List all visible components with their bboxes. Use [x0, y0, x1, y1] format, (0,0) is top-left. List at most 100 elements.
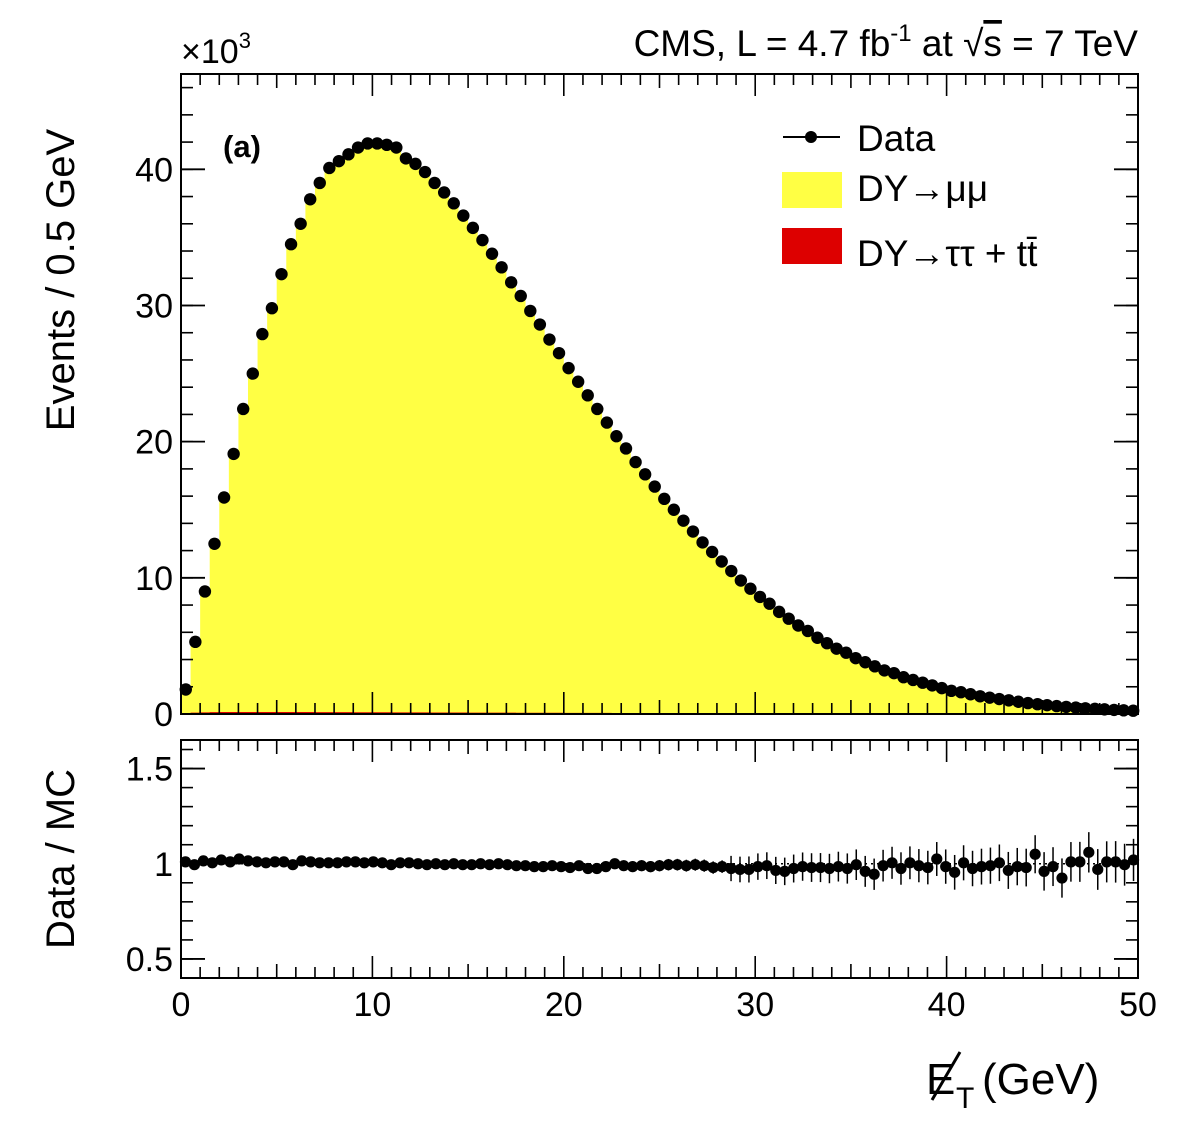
data-point [380, 138, 393, 152]
data-point [514, 289, 527, 303]
ratio-point [904, 857, 916, 869]
data-point [485, 247, 499, 260]
panel-tag: (a) [223, 129, 261, 164]
ratio-point [331, 857, 344, 869]
data-point [1088, 702, 1102, 716]
data-point [361, 137, 374, 150]
ratio-point [510, 860, 522, 872]
data-point [667, 503, 681, 516]
data-point [1012, 695, 1025, 708]
legend: Data DY→μμ DY→ττ + tt̄ [782, 118, 1038, 274]
ratio-point [582, 862, 594, 875]
data-point [619, 442, 633, 455]
data-point [294, 217, 307, 230]
data-point [772, 605, 786, 619]
data-point [954, 686, 968, 699]
x-tick-label: 20 [545, 986, 583, 1024]
ratio-ticks: 0.5 1 1.5 0 10 20 30 40 50 [126, 740, 1157, 1024]
data-point [275, 267, 288, 281]
ratio-point [367, 856, 379, 868]
ratio-point [752, 861, 764, 873]
ratio-point [1047, 861, 1059, 873]
data-point [801, 624, 815, 638]
ratio-point [260, 857, 272, 869]
ratio-point [895, 862, 907, 875]
x-tick-label: 50 [1119, 986, 1157, 1024]
x-axis-subscript: T [956, 1082, 974, 1115]
data-point [887, 666, 901, 680]
ratio-point [707, 861, 719, 874]
data-point [916, 676, 929, 689]
data-point [1050, 699, 1063, 713]
ratio-point [349, 856, 362, 868]
ratio-point [278, 856, 290, 868]
main-ticks: 0 10 20 30 40 [135, 74, 1139, 734]
ratio-point [466, 859, 478, 871]
ratio-point [725, 862, 737, 875]
data-point [323, 161, 336, 175]
data-point [1079, 702, 1092, 715]
y-tick-label: 20 [135, 424, 173, 462]
ratio-point [957, 857, 970, 869]
data-point [437, 186, 451, 199]
ratio-point [528, 861, 540, 873]
ratio-point [984, 860, 997, 872]
y-tick-label: 0.5 [126, 941, 173, 979]
data-point [552, 346, 566, 360]
data-point [504, 276, 518, 289]
data-point [973, 690, 987, 703]
data-point [638, 468, 652, 481]
data-point [237, 402, 250, 416]
ratio-point [421, 859, 433, 871]
data-point [265, 302, 279, 315]
ratio-point [448, 858, 460, 870]
ratio-point [680, 860, 692, 872]
ratio-point [636, 860, 648, 872]
ratio-point [1038, 865, 1050, 877]
data-point [782, 612, 795, 625]
data-point [677, 514, 690, 527]
data-point [1002, 694, 1016, 707]
ratio-point [805, 861, 818, 874]
ratio-point [215, 854, 227, 866]
ratio-point [859, 865, 871, 877]
ratio-point [1118, 859, 1131, 871]
y-tick-label: 10 [135, 560, 173, 598]
data-point [208, 537, 221, 550]
header-label: CMS, L = 4.7 fb-1 at √s = 7 TeV [634, 20, 1139, 64]
legend-dytautau-label: DY→ττ + tt̄ [857, 233, 1038, 274]
y-tick-label: 1.5 [126, 751, 173, 789]
y-tick-label: 30 [135, 287, 173, 325]
data-point [658, 492, 671, 506]
data-point [303, 193, 317, 206]
data-point [457, 209, 470, 222]
x-tick-label: 40 [928, 986, 966, 1024]
ratio-point [1083, 846, 1095, 858]
ratio-point [385, 859, 397, 871]
ratio-point [233, 853, 245, 865]
legend-data-marker [805, 131, 817, 143]
ratio-point [1101, 856, 1113, 868]
ratio-point [483, 859, 496, 871]
data-point [495, 261, 508, 274]
data-point [409, 157, 422, 171]
ratio-point [698, 860, 710, 872]
ratio-point [671, 859, 683, 871]
series-dymumu-fill [181, 143, 1138, 715]
ratio-point [439, 859, 451, 871]
ratio-point [519, 860, 531, 872]
data-point [820, 636, 834, 650]
data-point [983, 691, 996, 704]
legend-dytautau-swatch [782, 228, 842, 264]
data-point [284, 238, 298, 251]
ratio-point [993, 857, 1005, 869]
ratio-point [609, 858, 621, 870]
data-point [859, 656, 872, 669]
data-point [533, 318, 547, 331]
ratio-point [242, 855, 254, 867]
ratio-point [1127, 854, 1140, 866]
data-point [839, 646, 853, 659]
data-point [342, 148, 355, 161]
data-point [715, 555, 728, 568]
data-point [945, 684, 958, 698]
